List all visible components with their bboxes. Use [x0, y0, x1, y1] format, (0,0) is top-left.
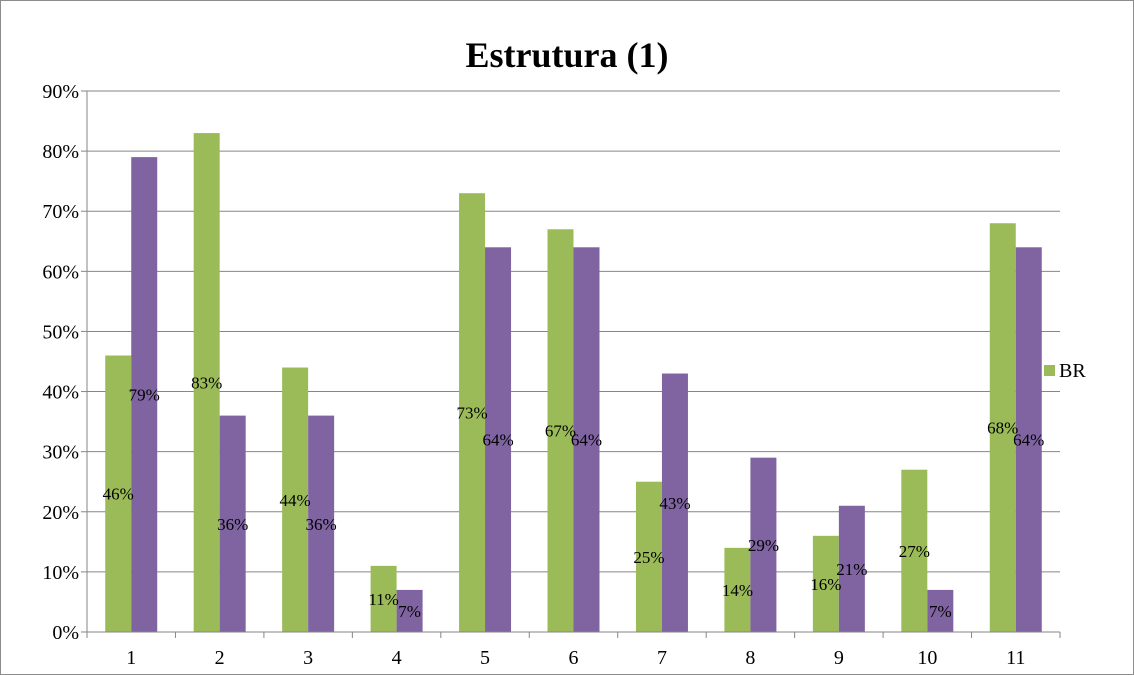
- data-label-series-2: 7%: [398, 602, 421, 621]
- x-tick-label: 9: [834, 647, 844, 669]
- legend-label-br: BR: [1059, 360, 1086, 382]
- data-label-series-1: 46%: [103, 485, 134, 504]
- data-label-series-1: 83%: [191, 374, 222, 393]
- y-tick-label: 10%: [42, 562, 79, 584]
- bar-series-2: [838, 505, 865, 632]
- x-tick-label: 5: [480, 647, 490, 669]
- data-label-series-1: 73%: [456, 404, 487, 423]
- bar-series-1: [812, 535, 839, 632]
- bar-series-2: [661, 373, 688, 632]
- bar-series-2: [131, 157, 158, 632]
- axes: [81, 90, 1061, 638]
- y-tick-label: 20%: [42, 502, 79, 524]
- bar-series-1: [901, 469, 928, 632]
- data-label-series-1: 27%: [899, 542, 930, 561]
- y-tick-label: 30%: [42, 442, 79, 464]
- bar-series-2: [308, 415, 335, 632]
- bar-series-2: [750, 457, 777, 632]
- bar-series-1: [989, 223, 1016, 632]
- data-label-series-2: 36%: [306, 515, 337, 534]
- x-tick-label: 3: [303, 647, 313, 669]
- data-label-series-2: 43%: [659, 494, 690, 513]
- bar-series-2: [1015, 247, 1042, 633]
- x-tick-label: 1: [126, 647, 136, 669]
- chart-title: Estrutura (1): [466, 35, 669, 75]
- data-label-series-2: 7%: [929, 602, 952, 621]
- data-labels: 46% 83% 44% 11% 73% 67% 25% 14% 16% 27% 68% 79% 36% 3…: [103, 374, 1045, 621]
- bar-series-2: [396, 589, 423, 632]
- x-tick-label: 11: [1006, 647, 1025, 669]
- bar-series-2: [927, 589, 954, 632]
- data-label-series-1: 16%: [810, 575, 841, 594]
- bar-series-1: [547, 229, 574, 632]
- data-label-series-2: 29%: [748, 536, 779, 555]
- x-tick-label: 6: [569, 647, 579, 669]
- bar-series-2: [485, 247, 512, 633]
- data-label-series-1: 44%: [280, 491, 311, 510]
- data-label-series-1: 14%: [722, 581, 753, 600]
- data-label-series-2: 36%: [217, 515, 248, 534]
- bar-series-1: [193, 133, 220, 633]
- y-tick-label: 40%: [42, 382, 79, 404]
- bar-series-1: [459, 193, 486, 632]
- y-tick-label: 0%: [52, 622, 79, 644]
- y-tick-label: 50%: [42, 321, 79, 343]
- x-tick-label: 10: [917, 647, 937, 669]
- data-label-series-2: 64%: [1013, 431, 1044, 450]
- data-label-series-1: 67%: [545, 422, 576, 441]
- y-tick-label: 60%: [42, 261, 79, 283]
- data-label-series-2: 21%: [836, 560, 867, 579]
- legend-swatch-br: [1044, 365, 1055, 376]
- x-tick-label: 2: [215, 647, 225, 669]
- data-label-series-1: 25%: [633, 548, 664, 567]
- y-tick-label: 80%: [42, 141, 79, 163]
- bar-series-1: [282, 367, 309, 632]
- bar-series-2: [573, 247, 600, 633]
- x-tick-label: 7: [657, 647, 667, 669]
- data-label-series-1: 11%: [368, 590, 399, 609]
- bars: [105, 133, 1042, 633]
- bar-series-1: [635, 481, 662, 632]
- bar-series-2: [219, 415, 246, 632]
- x-axis-ticks: 1 2 3 4 5 6 7 8 9 10 11: [126, 647, 1025, 669]
- y-tick-label: 70%: [42, 201, 79, 223]
- y-tick-label: 90%: [42, 81, 79, 103]
- legend: BR: [1044, 360, 1086, 382]
- bar-series-1: [105, 355, 132, 632]
- bar-series-1: [724, 547, 751, 632]
- bar-series-1: [370, 565, 397, 632]
- data-label-series-1: 68%: [987, 419, 1018, 438]
- data-label-series-2: 79%: [129, 386, 160, 405]
- x-tick-label: 8: [745, 647, 755, 669]
- x-tick-label: 4: [392, 647, 402, 669]
- data-label-series-2: 64%: [482, 431, 513, 450]
- data-label-series-2: 64%: [571, 431, 602, 450]
- y-axis-ticks: 0% 10% 20% 30% 40% 50% 60% 70% 80% 90%: [42, 81, 79, 644]
